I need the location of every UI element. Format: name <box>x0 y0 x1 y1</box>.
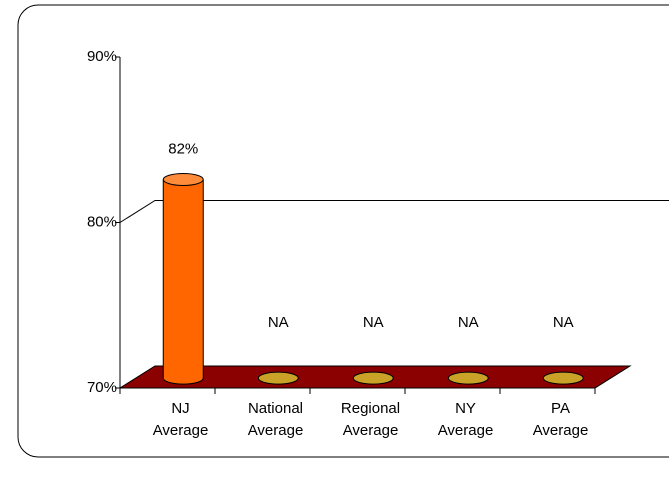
value-label: NA <box>268 314 289 331</box>
value-label: NA <box>553 314 574 331</box>
placeholder-disc <box>542 371 584 385</box>
value-label: NA <box>458 314 479 331</box>
y-tick-label: 80% <box>87 213 117 230</box>
bar-top <box>162 173 204 186</box>
value-label: 82% <box>168 140 198 157</box>
x-tick-label: NJ Average <box>152 400 209 439</box>
placeholder-disc <box>352 371 394 385</box>
y-tick-label: 70% <box>87 379 117 396</box>
x-tick-label: National Average <box>247 400 304 439</box>
x-tick-label: Regional Average <box>340 400 401 439</box>
x-tick-label: NY Average <box>437 400 494 439</box>
bar <box>163 179 204 379</box>
x-tick-label: PA Average <box>532 400 589 439</box>
value-label: NA <box>363 314 384 331</box>
placeholder-disc <box>447 371 489 385</box>
y-tick-label: 90% <box>87 48 117 65</box>
placeholder-disc <box>257 371 299 385</box>
grid-line <box>119 200 669 223</box>
